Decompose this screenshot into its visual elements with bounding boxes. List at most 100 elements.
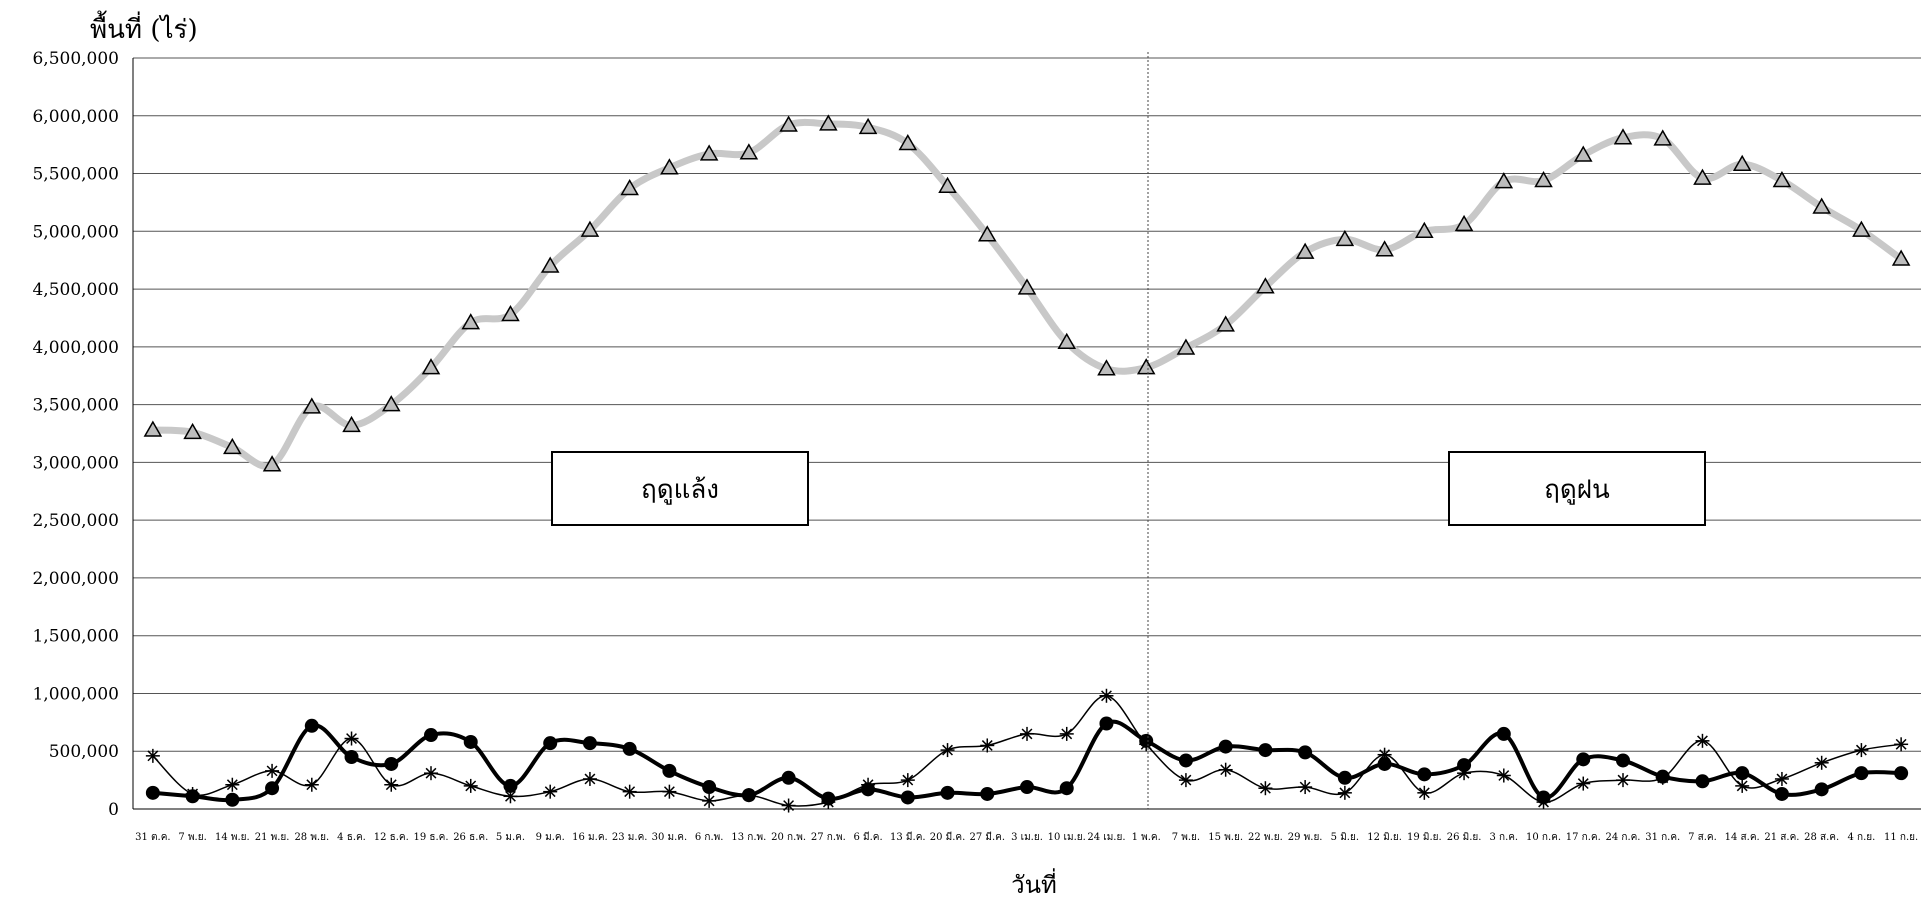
x-tick-label: 19 มิ.ย.: [1407, 832, 1442, 843]
data-point-triangle: [461, 313, 481, 330]
data-point-triangle: [1176, 338, 1196, 355]
data-point-circle: [1774, 786, 1789, 801]
x-tick-label: 3 เม.ย.: [1011, 832, 1043, 843]
x-tick-label: 4 ธ.ค.: [337, 832, 366, 843]
data-point-asterisk: [1059, 726, 1074, 741]
data-point-triangle: [938, 176, 957, 193]
y-tick-label: 3,000,000: [32, 453, 119, 473]
data-point-triangle: [302, 397, 322, 414]
data-point-triangle: [421, 358, 441, 375]
data-point-asterisk: [662, 784, 677, 799]
data-point-asterisk: [424, 766, 438, 781]
data-point-triangle: [898, 133, 918, 151]
data-point-asterisk: [1417, 785, 1432, 800]
x-tick-label: 10 เม.ย.: [1048, 832, 1086, 843]
data-point-circle: [225, 792, 240, 807]
x-axis-ticks: 31 ต.ค. 7 พ.ย. 14 พ.ย. 21 พ.ย. 28 พ.ย. 4 ธ.ค.…: [135, 831, 1918, 843]
data-point-circle: [1258, 743, 1273, 758]
x-tick-label: 24 เม.ย.: [1087, 832, 1125, 843]
x-tick-label: 31 ต.ค.: [135, 832, 170, 843]
data-point-triangle: [1494, 172, 1514, 189]
data-point-triangle: [1375, 240, 1394, 257]
y-tick-label: 500,000: [49, 742, 119, 762]
data-point-asterisk: [1735, 778, 1750, 793]
data-point-asterisk: [1616, 773, 1630, 788]
x-tick-label: 20 มี.ค.: [930, 831, 966, 843]
data-point-asterisk: [543, 784, 558, 799]
x-tick-label: 4 ก.ย.: [1847, 832, 1875, 843]
data-point-asterisk: [1496, 768, 1511, 783]
data-point-triangle: [540, 256, 560, 273]
data-point-asterisk: [1020, 726, 1034, 741]
x-tick-label: 7 พ.ย.: [1172, 832, 1200, 843]
data-point-asterisk: [1854, 743, 1869, 758]
x-tick-label: 22 พ.ย.: [1248, 832, 1283, 843]
y-tick-label: 5,500,000: [32, 165, 119, 185]
data-point-circle: [1894, 766, 1909, 781]
x-tick-label: 6 ก.พ.: [695, 832, 724, 843]
data-point-triangle: [1891, 249, 1911, 266]
y-axis-ticks: 0 500,000 1,000,000 1,500,000 2,000,000 2,500…: [32, 49, 119, 820]
data-point-triangle: [183, 422, 202, 440]
x-tick-label: 6 มี.ค.: [853, 831, 882, 843]
data-point-asterisk: [622, 784, 637, 799]
data-point-circle: [1377, 756, 1392, 771]
data-point-triangle: [1454, 214, 1474, 232]
x-tick-label: 14 พ.ย.: [215, 832, 250, 843]
data-point-triangle: [1693, 168, 1712, 185]
data-point-asterisk: [980, 738, 995, 753]
data-point-triangle: [1256, 277, 1275, 294]
data-point-circle: [503, 778, 518, 793]
data-point-asterisk: [702, 793, 717, 808]
data-point-circle: [344, 750, 359, 765]
data-point-circle: [940, 785, 955, 800]
data-point-asterisk: [1337, 785, 1352, 800]
data-point-asterisk: [940, 743, 955, 758]
data-point-circle: [900, 790, 915, 805]
data-point-circle: [1298, 745, 1313, 760]
data-point-triangle: [381, 395, 401, 412]
data-point-triangle: [1097, 359, 1116, 376]
data-point-circle: [1576, 752, 1591, 767]
series-layer: [143, 114, 1911, 813]
data-point-circle: [1178, 753, 1193, 768]
annotation-rainy-season: ฤดูฝน: [1448, 451, 1706, 526]
data-point-circle: [1457, 758, 1472, 773]
data-point-circle: [1735, 766, 1750, 781]
data-point-asterisk: [1139, 737, 1154, 752]
x-tick-label: 14 ส.ค.: [1725, 832, 1760, 843]
y-tick-label: 1,000,000: [32, 684, 119, 704]
x-tick-label: 5 มิ.ย.: [1331, 832, 1359, 843]
y-tick-label: 6,500,000: [32, 49, 119, 69]
data-point-asterisk: [503, 789, 518, 804]
data-point-circle: [781, 770, 796, 785]
data-point-triangle: [1573, 145, 1593, 162]
data-point-asterisk: [1894, 737, 1909, 752]
y-tick-label: 2,000,000: [32, 569, 119, 589]
data-point-asterisk: [1178, 773, 1193, 788]
annotation-dry-season: ฤดูแล้ง: [551, 451, 809, 526]
x-tick-label: 28 ส.ค.: [1804, 832, 1839, 843]
data-point-circle: [543, 736, 558, 751]
data-point-asterisk: [582, 771, 597, 786]
data-point-triangle: [223, 437, 242, 455]
data-point-asterisk: [900, 773, 915, 788]
x-tick-label: 17 ก.ค.: [1566, 832, 1601, 843]
data-point-circle: [463, 734, 478, 749]
data-point-triangle: [1057, 332, 1077, 349]
data-point-asterisk: [1814, 755, 1829, 770]
data-point-triangle: [660, 158, 679, 175]
x-tick-label: 5 ม.ค.: [496, 832, 525, 843]
data-point-asterisk: [1258, 781, 1273, 796]
x-tick-label: 19 ธ.ค.: [413, 832, 448, 843]
x-tick-label: 1 พ.ค.: [1132, 832, 1161, 843]
data-point-triangle: [1415, 221, 1434, 239]
x-tick-label: 23 ม.ค.: [612, 832, 648, 843]
data-point-circle: [1814, 782, 1829, 797]
data-point-asterisk: [781, 798, 796, 813]
data-point-triangle: [739, 143, 759, 160]
x-tick-label: 9 ม.ค.: [536, 832, 565, 843]
data-point-asterisk: [1695, 733, 1710, 748]
x-tick-label: 21 พ.ย.: [255, 832, 290, 843]
